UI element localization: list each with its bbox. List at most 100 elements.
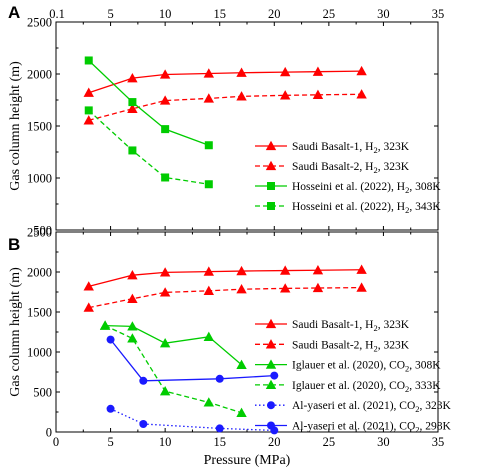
panel-a-series-3-point [128,98,137,107]
panel-b-legend-label: Saudi Basalt-1, H2, 323K [292,319,410,333]
panel-a-series-1-point [159,69,171,79]
panel-b-series-2-point [236,284,247,294]
panel-b-legend: Saudi Basalt-1, H2, 323K Saudi Basalt-2, … [255,318,452,435]
panel-b-legend-label: Iglauer et al. (2020), CO2, 308K [292,360,441,374]
panel-a-legend-marker [265,160,277,171]
panel-b-series-4-point [203,397,214,407]
panel-a-series-4-point [204,180,213,189]
panel-b-series-5-point [139,420,148,428]
panel-b-series-6-point [106,335,115,344]
panel-a-ytick-label: 2500 [27,16,52,30]
panel-a-legend-label: Hosseini et al. (2022), H2, 343K [292,201,441,215]
panel-a-legend-marker [267,202,275,210]
panel-b-series-2-point [312,282,324,293]
panel-a-series-2-point [83,115,94,125]
panel-b-series-2-line [88,286,362,309]
panel-a-series-1-point [280,66,291,77]
panel-b-xtick-label: 0 [53,435,59,449]
panel-b-series-3-point [203,331,214,341]
panel-a-xtick-label: 30 [377,7,390,21]
panel-b-series-4-point [159,386,171,396]
panel-b-legend-label: Al-yaseri et al. (2021), CO2, 323K [292,400,452,414]
panel-b-legend-label: Saudi Basalt-2, H2, 323K [292,339,410,353]
panel-b-legend-marker [265,318,277,329]
panel-a-series-2-point [356,89,367,99]
panel-a-series-1-point [127,72,138,83]
panel-a-xtick-label: 0.1 [49,7,65,21]
panel-a-xtick-label: 15 [213,7,226,21]
panel-b-legend-marker [265,339,277,349]
panel-b-chart: B 0 500 1000 1500 2000 2500 0 5 10 15 20 25 30 35 Gas c… [8,226,452,469]
panel-b-xtick-label: 10 [159,435,172,449]
panel-a-series-1-point [312,66,324,76]
panel-b-series-1-line [88,269,362,288]
panel-a-letter: A [8,3,20,22]
panel-b-series-2-point [280,283,291,293]
panel-a-series-1-point [83,87,94,97]
panel-a-series-1-point [203,68,214,78]
panel-a-legend-marker [265,140,277,151]
panel-a-series-1-point [356,65,367,76]
panel-a-xtick-label: 10 [159,7,172,21]
panel-b-legend-label: Iglauer et al. (2020), CO2, 333K [292,380,441,394]
panel-a-legend: Saudi Basalt-1, H2, 323K Saudi Basalt-2, … [255,140,441,215]
panel-b-letter: B [8,235,20,254]
panel-a-ytick-label: 1000 [27,172,52,186]
panel-b-series-5-line [110,408,275,432]
panel-a-series-2-line [88,93,362,121]
panel-a-frame [55,21,439,231]
panel-a-series-4-point [161,173,170,182]
panel-a-ytick-label: 500 [33,224,52,238]
panel-a-ytick-label: 2000 [27,68,52,82]
panel-a-series-2-point [203,93,214,103]
panel-a-series-4-point [128,146,137,155]
panel-a-series-2-point [280,90,291,100]
panel-b-series-2-point [159,287,171,297]
panel-a-xtick-label: 20 [268,7,281,21]
panel-b-ytick-label: 2000 [27,266,52,280]
panel-a-series-3-point [204,141,213,150]
panel-b-series-1-point [159,267,171,277]
panel-b-series-6-line [110,339,275,382]
panel-a-legend-label: Saudi Basalt-1, H2, 323K [292,141,410,155]
panel-a-xtick-label: 25 [323,7,336,21]
panel-b-xtick-label: 5 [107,435,113,449]
panel-b-series-6-point [139,376,148,385]
panel-b-legend-marker [265,359,277,369]
panel-b-series-3-point [159,338,171,348]
panel-b-ytick-label: 500 [33,386,52,400]
panel-b-series-1-point [203,266,214,276]
panel-b-series-1-point [127,270,138,280]
panel-a-series-3-point [84,56,93,65]
panel-a-series-2-point [159,95,171,105]
panel-a-ytick-label: 1500 [27,120,52,134]
panel-b-ytick-label: 0 [46,426,52,440]
panel-a-series-4-point [84,106,93,115]
panel-b-series-2-point [356,282,367,292]
panel-b-series-1-point [83,281,94,291]
panel-b-ylabel: Gas column height (m) [8,267,23,397]
panel-b-series-3-point [127,321,138,331]
panel-a-legend-label: Saudi Basalt-2, H2, 323K [292,161,410,175]
panel-b-legend-marker [267,401,275,410]
panel-b-ytick-label: 2500 [27,226,52,240]
panel-a-xtick-label: 35 [432,7,445,21]
panel-a-series-3-point [161,125,170,134]
panel-b-legend-label: Al-yaseri et al. (2021), CO2, 298K [292,421,452,435]
panel-a-series-4-line [88,109,209,185]
panel-b-series-1-point [356,264,367,274]
panel-b-series-4-point [236,407,247,417]
panel-b-series-2-point [83,302,94,312]
panel-a-series-3-line [88,60,210,146]
panel-b-xtick-label: 25 [323,435,336,449]
panel-b-ytick-label: 1500 [27,306,52,320]
panel-b-series-1-point [280,265,291,275]
panel-b-series-5-point [106,404,115,413]
panel-b-series-4-line [104,325,242,414]
panel-b-xtick-label: 30 [377,435,390,449]
panel-a-legend-marker [267,182,275,190]
panel-a-series-1-line [88,70,362,94]
panel-a-series-2-point [127,103,138,113]
